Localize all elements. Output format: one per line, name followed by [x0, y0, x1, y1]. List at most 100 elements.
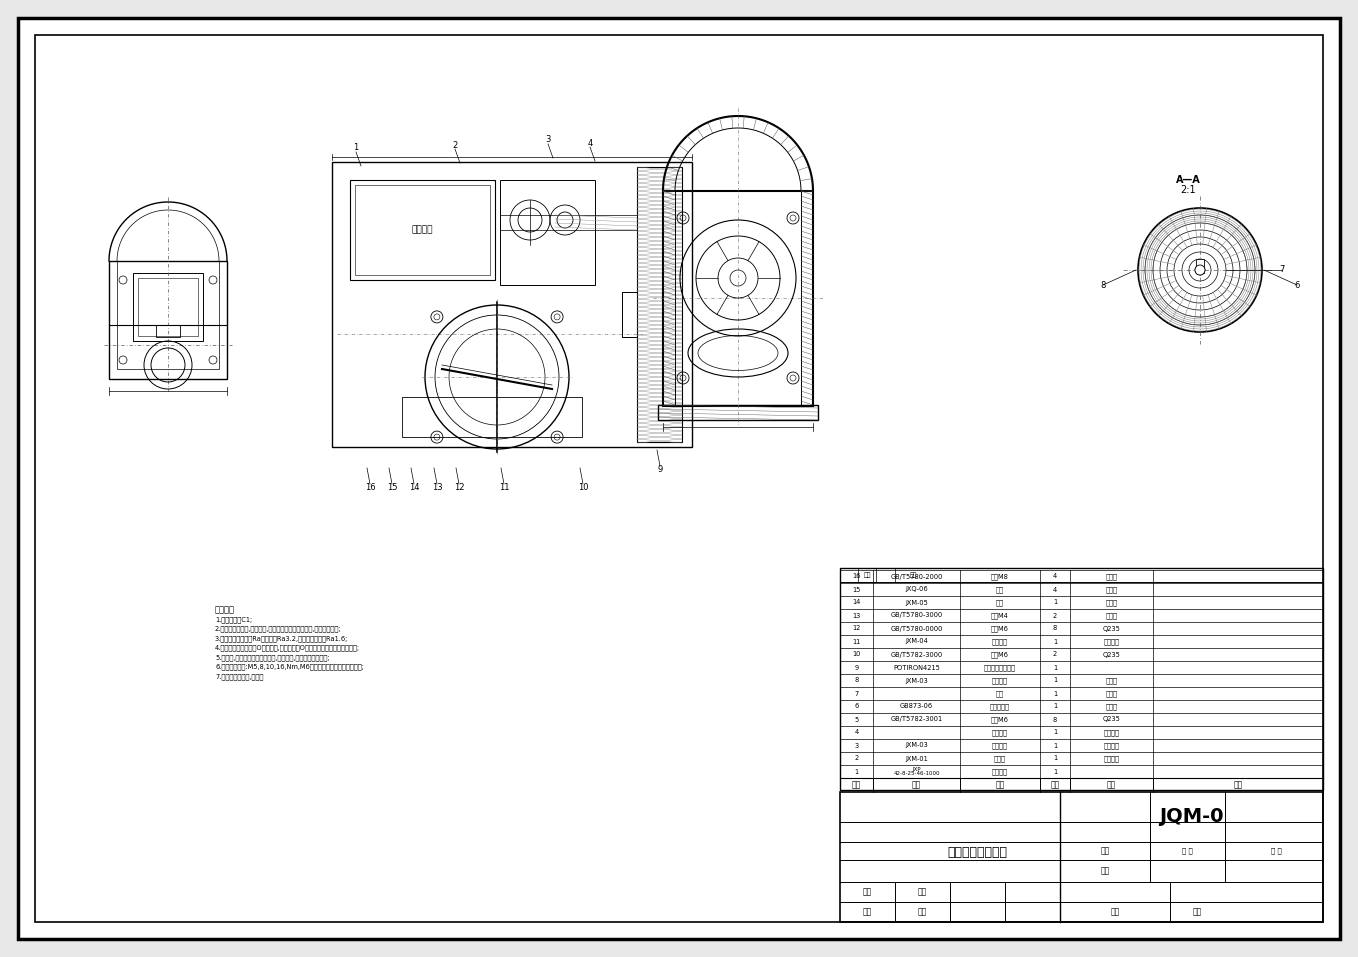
- Text: 8: 8: [1052, 626, 1057, 632]
- Text: 节阀壳体: 节阀壳体: [991, 729, 1008, 736]
- Text: 碳素钢: 碳素钢: [1105, 573, 1118, 580]
- Text: 直流电机: 直流电机: [991, 768, 1008, 775]
- Text: 10: 10: [853, 652, 861, 657]
- Text: 12: 12: [454, 483, 464, 493]
- Text: JXQ-06: JXQ-06: [906, 587, 928, 592]
- Text: JXM-01: JXM-01: [906, 755, 928, 762]
- Text: 序号: 序号: [851, 781, 861, 790]
- Text: 7: 7: [1279, 265, 1285, 275]
- Text: 聚碳酸酯: 聚碳酸酯: [1104, 743, 1119, 748]
- Bar: [675, 191, 801, 406]
- Text: 14: 14: [853, 599, 861, 606]
- Text: JXP: JXP: [913, 767, 921, 771]
- Text: Q235: Q235: [1103, 717, 1120, 723]
- Text: GB/T5780-2000: GB/T5780-2000: [891, 573, 942, 580]
- Text: GB/T5780-0000: GB/T5780-0000: [891, 626, 942, 632]
- Bar: [331, 162, 693, 447]
- Text: 螺栓M6: 螺栓M6: [991, 625, 1009, 632]
- Text: 13: 13: [853, 612, 861, 618]
- Text: GB/T5780-3000: GB/T5780-3000: [891, 612, 942, 618]
- Text: 螺栓M6: 螺栓M6: [991, 716, 1009, 723]
- Text: 代号: 代号: [911, 781, 921, 790]
- Text: 数量: 数量: [1050, 781, 1059, 790]
- Text: 2:1: 2:1: [1180, 185, 1196, 195]
- Text: 碳素钢: 碳素钢: [1105, 703, 1118, 710]
- Text: 支架弹簧: 支架弹簧: [991, 678, 1008, 684]
- Circle shape: [1195, 265, 1205, 275]
- Bar: [133, 273, 202, 341]
- Text: 衬套: 衬套: [995, 587, 1004, 592]
- Text: 名称: 名称: [995, 781, 1005, 790]
- Text: 7: 7: [854, 691, 858, 697]
- Text: 通平头铆钉: 通平头铆钉: [990, 703, 1010, 710]
- Text: 8: 8: [1052, 717, 1057, 723]
- Text: Q235: Q235: [1103, 626, 1120, 632]
- Text: 6: 6: [854, 703, 858, 709]
- Bar: [117, 261, 219, 369]
- Bar: [1196, 259, 1205, 273]
- Text: 标记: 标记: [910, 572, 917, 578]
- Text: JXM-04: JXM-04: [904, 638, 928, 644]
- Text: 1: 1: [1052, 664, 1057, 671]
- Text: GB873-06: GB873-06: [900, 703, 933, 709]
- Text: 中间齿轮: 中间齿轮: [991, 743, 1008, 748]
- Text: 6: 6: [1294, 280, 1300, 290]
- Text: 批准: 批准: [1111, 907, 1119, 917]
- Bar: [841, 792, 1323, 922]
- Text: 铝锰硅铝: 铝锰硅铝: [1104, 729, 1119, 736]
- Text: 3.未注明表面粗糙度Ra值不超过Ra3.2,用于密封的表面Ra1.6;: 3.未注明表面粗糙度Ra值不超过Ra3.2,用于密封的表面Ra1.6;: [215, 635, 348, 641]
- Text: 16: 16: [365, 483, 375, 493]
- Text: 校对: 校对: [862, 887, 872, 897]
- Text: 5.装配时,转动体的旋转方向相同,注意齿轮,轴承等的装配方向;: 5.装配时,转动体的旋转方向相同,注意齿轮,轴承等的装配方向;: [215, 654, 330, 660]
- Text: JXM-03: JXM-03: [906, 678, 928, 683]
- Text: 8: 8: [1100, 280, 1105, 290]
- Bar: [139, 278, 198, 336]
- Text: 聚碳酸酯: 聚碳酸酯: [1104, 755, 1119, 762]
- Text: 碳素钢: 碳素钢: [1105, 690, 1118, 697]
- Text: 更改: 更改: [864, 572, 872, 578]
- Text: 12: 12: [853, 626, 861, 632]
- Bar: [109, 261, 227, 379]
- Text: 16: 16: [853, 573, 861, 580]
- Text: 3: 3: [854, 743, 858, 748]
- Text: 日期: 日期: [1192, 907, 1202, 917]
- Text: 4: 4: [588, 139, 592, 147]
- Text: 尼龙尼: 尼龙尼: [1105, 587, 1118, 592]
- Text: 9: 9: [854, 664, 858, 671]
- Text: 10: 10: [577, 483, 588, 493]
- Text: 直流电机: 直流电机: [411, 226, 433, 234]
- Text: 1: 1: [854, 768, 858, 774]
- Text: 1: 1: [1052, 678, 1057, 683]
- Text: JXM-05: JXM-05: [904, 599, 928, 606]
- Bar: [402, 397, 583, 437]
- Text: 备注: 备注: [1233, 781, 1243, 790]
- Text: 1: 1: [1052, 599, 1057, 606]
- Text: 聚碳酸酯: 聚碳酸酯: [1104, 638, 1119, 645]
- Text: 11: 11: [853, 638, 861, 644]
- Bar: [663, 191, 813, 406]
- Text: 9: 9: [657, 465, 663, 475]
- Text: 日期: 日期: [918, 887, 926, 897]
- Text: 电子节气门结构图: 电子节气门结构图: [948, 845, 1008, 858]
- Text: 14: 14: [409, 483, 420, 493]
- Text: 阀门: 阀门: [995, 599, 1004, 606]
- Text: Q235: Q235: [1103, 652, 1120, 657]
- Text: GB/T5782-3000: GB/T5782-3000: [891, 652, 942, 657]
- Text: 1: 1: [1052, 755, 1057, 762]
- Text: 2.零件要求无毛刺,去除油污,钝化处理后进行防锈涂油,铝合金件钝化;: 2.零件要求无毛刺,去除油污,钝化处理后进行防锈涂油,铝合金件钝化;: [215, 626, 341, 633]
- Text: 1: 1: [353, 144, 359, 152]
- Text: 共 张: 共 张: [1181, 848, 1192, 855]
- Text: 2: 2: [1052, 652, 1057, 657]
- Text: 小齿轮: 小齿轮: [994, 755, 1006, 762]
- Text: 6.拧紧力矩规定:M5,8,10,16,Nm,M6以上的螺杆使用扭矩扳手拧紧;: 6.拧紧力矩规定:M5,8,10,16,Nm,M6以上的螺杆使用扭矩扳手拧紧;: [215, 663, 364, 670]
- Text: 15: 15: [853, 587, 861, 592]
- Text: JQM-0: JQM-0: [1160, 808, 1224, 827]
- Text: 1.未注明倒角C1;: 1.未注明倒角C1;: [215, 616, 253, 623]
- Text: 技术要求: 技术要求: [215, 605, 235, 614]
- Text: 碳素钢: 碳素钢: [1105, 612, 1118, 619]
- Text: POTIRON4215: POTIRON4215: [894, 664, 940, 671]
- Text: 1: 1: [1052, 703, 1057, 709]
- Text: 螺栓M6: 螺栓M6: [991, 651, 1009, 657]
- Text: 1: 1: [1052, 743, 1057, 748]
- Bar: [354, 185, 490, 275]
